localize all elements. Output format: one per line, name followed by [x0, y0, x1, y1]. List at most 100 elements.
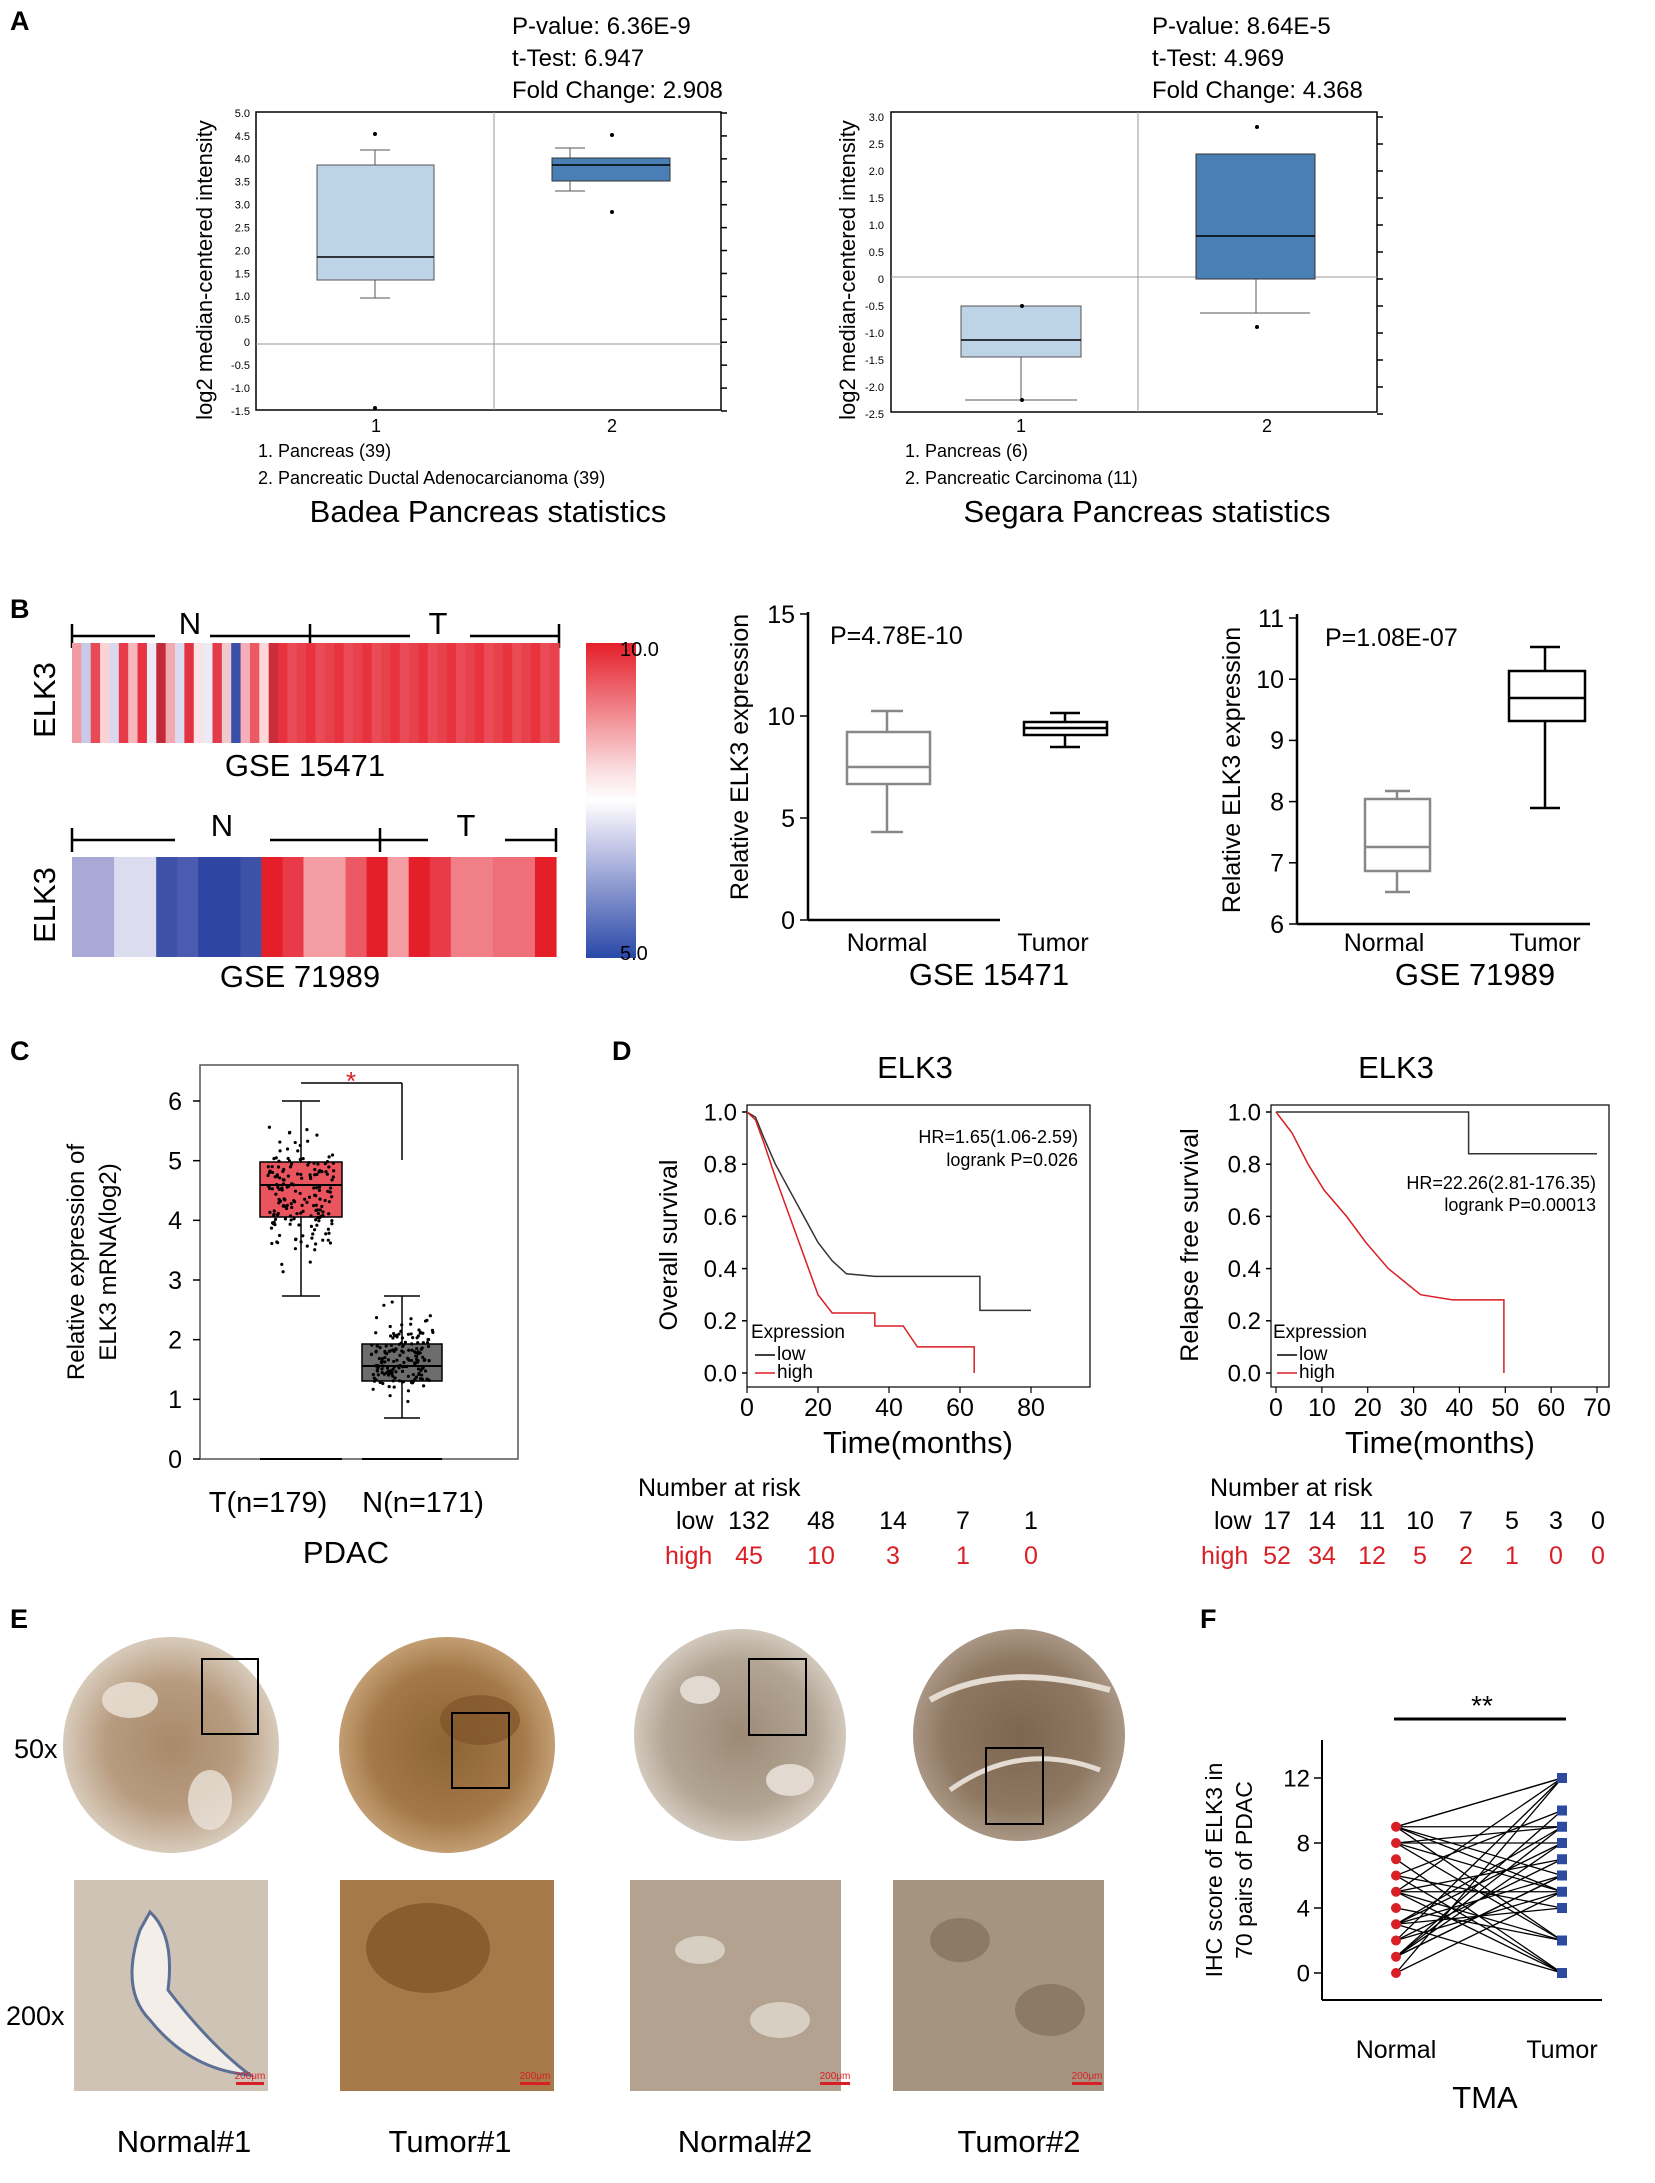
risk-low-cell: 7 — [1459, 1507, 1473, 1535]
heatmap-cell — [240, 857, 262, 957]
e-core-tumor2-septum-a — [928, 1674, 1111, 1703]
a2-yticks: 3.0 2.5 2.0 1.5 1.0 0.5 0 -0.5 -1.0 -1.5 -2.0 -2.5 — [865, 112, 1383, 421]
heatmap-cell — [287, 643, 298, 743]
scatter-point — [288, 1130, 292, 1134]
scatter-point — [392, 1385, 396, 1389]
b1-ytick-label: 10 — [767, 703, 795, 731]
scatter-point — [394, 1347, 398, 1351]
b1-xtick-tumor: Tumor — [1017, 929, 1088, 957]
hm2-gene: ELK3 — [27, 867, 62, 943]
f-tumor-point — [1557, 1805, 1567, 1816]
scatter-point — [374, 1331, 378, 1335]
scatter-point — [431, 1330, 435, 1334]
d2-xtick-label: 60 — [1537, 1394, 1565, 1422]
a1-ytick-label: 4.5 — [235, 131, 250, 143]
f-pair-line — [1395, 1777, 1563, 1941]
heatmap-cell — [446, 643, 457, 743]
scatter-point — [295, 1172, 300, 1176]
scatter-point — [315, 1208, 320, 1212]
scatter-point — [310, 1236, 314, 1240]
a2-ytick-label: 2.0 — [869, 166, 884, 178]
d1-plot-frame — [746, 1104, 1091, 1388]
scatter-point — [316, 1162, 320, 1166]
color-scale: 10.0 5.0 — [586, 639, 659, 965]
e-field-tumor2-scalebar — [1072, 2082, 1102, 2085]
scatter-point — [425, 1377, 429, 1381]
heatmap-cell — [390, 643, 401, 743]
e-core-normal2 — [634, 1629, 846, 1841]
scatter-point — [392, 1331, 396, 1336]
scatter-point — [282, 1167, 286, 1172]
scatter-point — [421, 1331, 425, 1335]
scatter-point — [277, 1187, 281, 1191]
scatter-point — [289, 1162, 294, 1166]
scatter-point — [410, 1348, 414, 1352]
scatter-point — [284, 1206, 289, 1211]
risk-low-cell: 0 — [1591, 1507, 1605, 1535]
e-field-tumor1: 200μm — [340, 1880, 554, 2091]
f-ytick-label: 0 — [1297, 1960, 1310, 1987]
d2-ytick-label: 0.4 — [1228, 1256, 1261, 1283]
heatmap-cell — [261, 857, 284, 957]
f-pair-line — [1395, 1874, 1563, 1958]
color-scale-max: 10.0 — [620, 639, 659, 661]
f-normal-point — [1391, 1886, 1401, 1897]
scatter-point — [330, 1178, 334, 1182]
heatmap-gse15471: N T ELK3 GSE 15471 — [27, 606, 561, 783]
scatter-point — [266, 1165, 270, 1169]
e-field-tumor1-nest — [366, 1903, 490, 1993]
heatmap-cell — [418, 643, 429, 743]
f-tumor-point — [1557, 1773, 1567, 1783]
scatter-point — [300, 1203, 304, 1207]
heatmap-cell — [203, 643, 214, 743]
risk-high-cell: 45 — [735, 1542, 763, 1570]
d1-ytick-label: 1.0 — [704, 1099, 737, 1126]
d1-ytick-label: 0.8 — [704, 1152, 737, 1179]
scatter-point — [418, 1351, 422, 1355]
scatter-point — [371, 1387, 375, 1391]
d2-yticks: 1.0 0.8 0.6 0.4 0.2 0.0 — [1228, 1099, 1271, 1387]
a1-title: Badea Pancreas statistics — [310, 494, 667, 529]
risk-high-cell: 2 — [1459, 1542, 1473, 1570]
scatter-point — [324, 1170, 328, 1174]
scatter-point — [395, 1333, 399, 1337]
e-field-tumor2-nest-a — [930, 1918, 990, 1962]
d1-xtick-label: 60 — [946, 1394, 974, 1422]
d1-xticks: 0 20 40 60 80 — [740, 1387, 1045, 1422]
b1-pvalue: P=4.78E-10 — [830, 622, 963, 650]
scatter-point — [288, 1222, 292, 1226]
f-pair-line — [1395, 1777, 1563, 1893]
d1-ytick-label: 0.2 — [704, 1308, 737, 1335]
a2-box1-outlier-top — [1020, 304, 1024, 308]
heatmap-cell — [146, 643, 157, 743]
heatmap-cell — [128, 643, 139, 743]
scatter-point — [319, 1214, 323, 1218]
b2-xtick-tumor: Tumor — [1509, 929, 1580, 957]
b2-ytick-label: 11 — [1258, 605, 1284, 633]
a2-ytick-label: -2.0 — [865, 382, 884, 394]
b2-xtick-normal: Normal — [1344, 929, 1425, 957]
scatter-point — [267, 1185, 271, 1189]
d1-logrank: logrank P=0.026 — [946, 1150, 1078, 1170]
b2-ylabel: Relative ELK3 expression — [1218, 627, 1246, 913]
scatter-point — [285, 1147, 290, 1151]
risk-high-cell: 52 — [1263, 1542, 1291, 1570]
d1-xtick-label: 20 — [804, 1394, 832, 1422]
heatmap-cell — [114, 857, 136, 957]
a1-ytick-label: 2.0 — [235, 245, 250, 257]
scatter-point — [388, 1324, 392, 1329]
e-field-tumor2-scale-text: 200μm — [1072, 2071, 1103, 2082]
scatter-point — [388, 1371, 392, 1376]
scatter-point — [379, 1361, 384, 1365]
scatter-point — [269, 1226, 274, 1230]
scatter-point — [280, 1188, 284, 1192]
scatter-point — [267, 1125, 271, 1129]
d1-risk-table: 132 48 14 7 145 10 3 1 0 — [728, 1507, 1038, 1570]
scatter-point — [293, 1247, 298, 1251]
a2-stat-pvalue: P-value: 8.64E-5 — [1152, 13, 1331, 40]
heatmap-cell — [437, 643, 448, 743]
f-pair-line — [1395, 1777, 1563, 1828]
heatmap-cell — [427, 643, 438, 743]
d2-legend-high: high — [1299, 1362, 1335, 1383]
scatter-point — [299, 1211, 303, 1215]
